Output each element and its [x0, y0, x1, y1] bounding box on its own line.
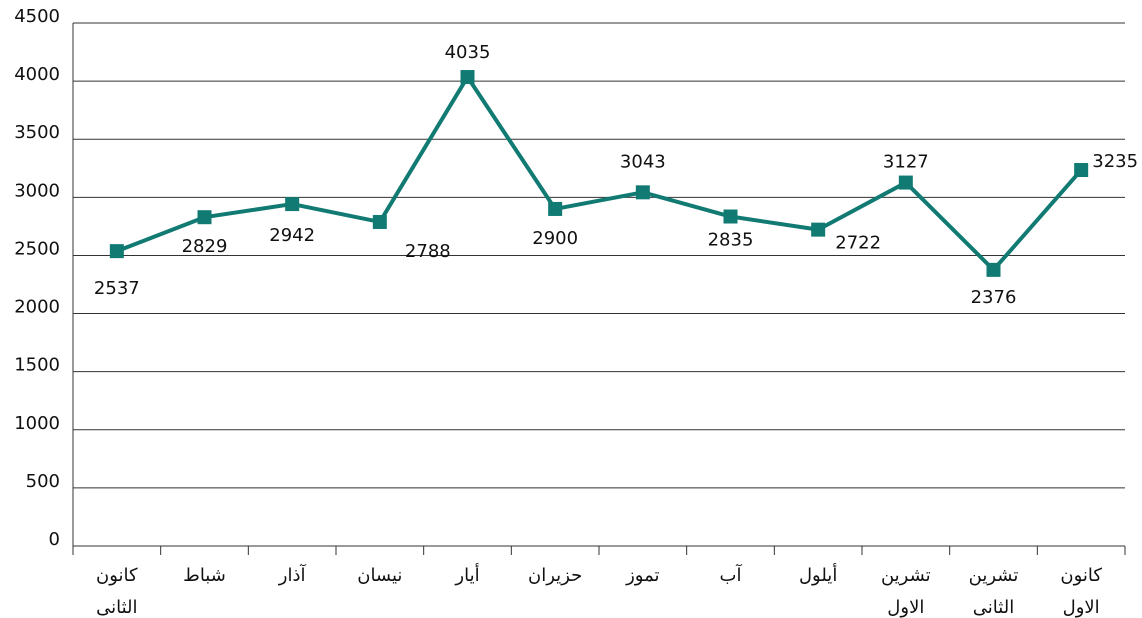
- marker: [372, 214, 387, 229]
- line: [116, 75, 1083, 272]
- data-label: 2829: [182, 236, 228, 257]
- x-tick-label: كانون الاول: [1060, 565, 1102, 618]
- y-tick-label: 3500: [14, 122, 60, 143]
- x-tick-label: تشرين الاول: [880, 565, 931, 618]
- x-tick-label: كانون الثانى: [96, 565, 138, 618]
- x-tick-label: آب: [719, 565, 742, 586]
- marker: [635, 185, 650, 200]
- x-tick-label: آذار: [278, 565, 306, 586]
- data-label: 3235: [1092, 151, 1138, 172]
- x-tick-label: شباط: [183, 565, 226, 586]
- x-tick-label: نيسان: [357, 565, 403, 586]
- y-tick-label: 2500: [14, 238, 60, 259]
- y-tick-label: 0: [49, 529, 60, 550]
- data-label: 3043: [620, 151, 666, 172]
- marker: [460, 70, 475, 85]
- marker: [548, 201, 563, 216]
- data-label: 2942: [269, 225, 315, 246]
- x-tick-label: أيلول: [798, 565, 838, 586]
- y-tick-label: 4500: [14, 6, 60, 27]
- marker: [898, 175, 913, 190]
- y-tick-label: 2000: [14, 297, 60, 318]
- x-tick-label: تموز: [626, 565, 660, 586]
- marker: [723, 209, 738, 224]
- marker: [197, 210, 212, 225]
- data-label: 2788: [405, 241, 451, 262]
- x-tick-label: حزيران: [528, 565, 583, 586]
- y-tick-label: 4000: [14, 64, 60, 85]
- marker: [811, 222, 826, 237]
- x-tick-label: أيار: [455, 565, 480, 586]
- data-label: 2376: [971, 287, 1017, 308]
- data-label: 2537: [94, 278, 140, 299]
- y-tick-label: 3000: [14, 180, 60, 201]
- marker: [986, 262, 1001, 277]
- x-tick-label: تشرين الثانى: [968, 565, 1019, 618]
- y-tick-label: 1000: [14, 413, 60, 434]
- marker: [1074, 163, 1089, 178]
- data-label: 2722: [835, 233, 881, 254]
- data-label: 2835: [708, 230, 754, 251]
- data-label: 3127: [883, 152, 929, 173]
- marker: [109, 244, 124, 259]
- y-tick-label: 500: [26, 471, 60, 492]
- data-label: 4035: [445, 42, 491, 63]
- y-tick-label: 1500: [14, 355, 60, 376]
- marker: [285, 197, 300, 212]
- data-label: 2900: [532, 228, 578, 249]
